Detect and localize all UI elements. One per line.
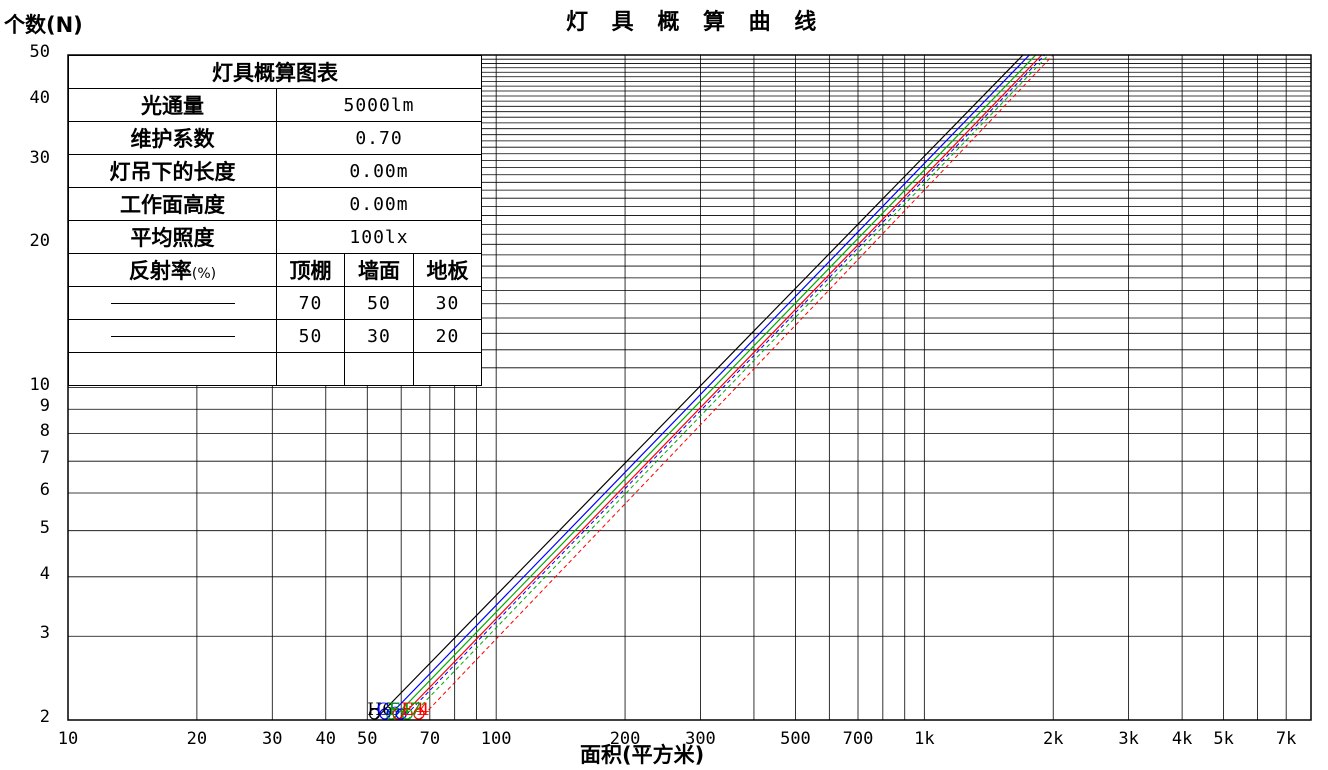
- series-line-2: [391, 54, 1037, 721]
- chart-title: 灯 具 概 算 曲 线: [566, 10, 825, 35]
- series-start-marker-6: [413, 708, 425, 720]
- row-key: 维护系数: [68, 121, 277, 155]
- y-tick-label: 2: [39, 707, 50, 727]
- empty-cell: [276, 352, 345, 386]
- row-value: 0.00m: [276, 187, 482, 221]
- y-tick-label: 6: [39, 480, 50, 501]
- series-line-3: [397, 54, 1043, 721]
- series-line-1: [384, 54, 1030, 721]
- x-tick-label: 5k: [1213, 729, 1234, 749]
- series-start-marker-4: [395, 708, 407, 720]
- table-row: 光通量 5000lm: [68, 88, 482, 122]
- col-ceiling: 顶棚: [276, 253, 345, 287]
- x-tick-label: 30: [262, 729, 283, 749]
- row-key: 光通量: [68, 88, 277, 122]
- lamp-label: H6: [367, 700, 393, 720]
- table-row: 工作面高度 0.00m: [68, 187, 482, 221]
- series-line-0: [374, 54, 1024, 721]
- x-tick-label: 4k: [1171, 729, 1193, 749]
- x-tick-label: 50: [357, 729, 378, 749]
- table-row: 灯吊下的长度 0.00m: [68, 154, 482, 188]
- x-tick-label: 500: [780, 729, 811, 749]
- y-tick-label: 3: [39, 623, 50, 644]
- y-tick-label: 40: [29, 88, 50, 109]
- y-tick-label: 50: [29, 42, 50, 62]
- empty-cell: [344, 352, 414, 386]
- y-tick-label: 10: [29, 374, 50, 395]
- lamp-label: E4: [401, 700, 425, 720]
- reflect-value: 30: [344, 319, 414, 353]
- table-title: 灯具概算图表: [68, 55, 482, 89]
- reflect-value: 50: [276, 319, 345, 353]
- lamp-label: F4: [388, 700, 411, 720]
- x-tick-label: 2k: [1042, 729, 1064, 749]
- row-value: 0.00m: [276, 154, 482, 188]
- series-start-marker-5: [401, 708, 413, 720]
- table-row: 维护系数 0.70: [68, 121, 482, 155]
- col-wall: 墙面: [344, 253, 414, 287]
- x-tick-label: 1k: [914, 729, 935, 749]
- reflect-label: 反射率(%): [68, 253, 277, 287]
- lamp-label: 4: [418, 700, 430, 720]
- reflect-value: 70: [276, 286, 345, 320]
- table-row: 平均照度 100lx: [68, 220, 482, 254]
- x-tick-label: 20: [186, 729, 208, 749]
- y-axis-label: 个数(N): [4, 13, 83, 37]
- series-line-4: [400, 54, 1046, 721]
- row-key: 灯吊下的长度: [68, 154, 277, 188]
- table-empty-row: [68, 352, 482, 386]
- legend-solid-line: [68, 286, 277, 320]
- y-tick-label: 20: [29, 231, 50, 252]
- reflect-value: 30: [413, 286, 482, 320]
- y-tick-label: 5: [39, 517, 50, 538]
- info-table: 灯具概算图表 光通量 5000lm 维护系数 0.70 灯吊下的长度 0.00m 工作…: [68, 55, 482, 386]
- x-tick-label: 300: [685, 729, 716, 749]
- y-tick-label: 9: [39, 396, 50, 417]
- lamp-label: 7: [410, 700, 422, 720]
- y-tick-label: 30: [29, 147, 50, 168]
- x-tick-label: 200: [609, 729, 641, 749]
- reflect-value: 50: [344, 286, 414, 320]
- row-value: 0.70: [276, 121, 482, 155]
- legend-dashed-line: [68, 319, 277, 353]
- chart-series: [368, 54, 1054, 721]
- row-key: 平均照度: [68, 220, 277, 254]
- plot-frame: [67, 54, 1312, 721]
- reflect-value: 20: [413, 319, 482, 353]
- reflect-row-dashed: 50 30 20: [68, 319, 482, 353]
- col-floor: 地板: [413, 253, 482, 287]
- y-tick-label: 7: [39, 448, 50, 469]
- lamp-label: G5: [376, 700, 401, 720]
- empty-cell: [413, 352, 482, 386]
- reflect-row-solid: 70 50 30: [68, 286, 482, 320]
- row-value: 5000lm: [276, 88, 482, 122]
- reflect-header-row: 反射率(%) 顶棚 墙面 地板: [68, 253, 482, 287]
- y-tick-label: 8: [39, 420, 50, 441]
- x-tick-label: 7k: [1275, 729, 1297, 749]
- x-tick-label: 40: [315, 729, 337, 749]
- series-start-marker-3: [392, 708, 404, 720]
- empty-cell: [68, 352, 277, 386]
- row-value: 100lx: [276, 220, 482, 254]
- x-tick-label: 700: [842, 729, 874, 749]
- row-key: 工作面高度: [68, 187, 277, 221]
- x-tick-label: 70: [419, 729, 441, 749]
- series-line-6: [418, 54, 1054, 721]
- x-tick-label: 100: [480, 729, 512, 749]
- x-axis-label: 面积(平方米): [580, 743, 705, 767]
- x-tick-label: 3k: [1118, 729, 1139, 749]
- x-tick-label: 10: [57, 729, 79, 749]
- y-tick-label: 4: [39, 563, 50, 584]
- series-start-marker-1: [379, 708, 391, 720]
